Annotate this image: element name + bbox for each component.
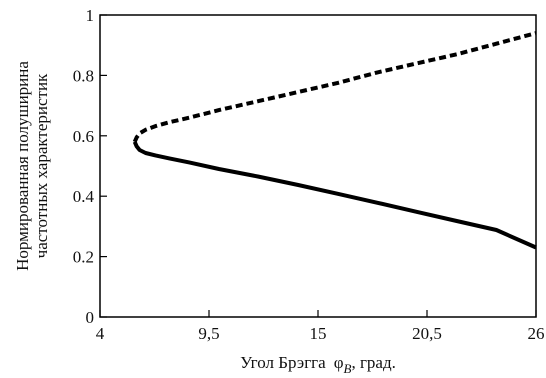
y-tick-label: 0.4 bbox=[73, 187, 95, 206]
y-axis-label-line2: частотных характеристик bbox=[32, 73, 51, 258]
x-axis-label-unit: , град. bbox=[351, 353, 395, 372]
y-axis-label: Нормированная полуширина частотных харак… bbox=[13, 61, 51, 271]
series-layer bbox=[132, 31, 537, 250]
y-tick-label: 0.6 bbox=[73, 127, 94, 146]
x-tick-label: 26 bbox=[528, 324, 545, 343]
x-axis-label: Угол Брэгга φB, град. bbox=[240, 353, 396, 376]
plot-frame bbox=[99, 14, 537, 318]
x-tick-label: 20,5 bbox=[412, 324, 442, 343]
x-axis-label-text: Угол Брэгга bbox=[240, 353, 326, 372]
y-tick-label: 1 bbox=[86, 6, 95, 25]
y-axis: 0 0.2 0.4 0.6 0.8 1 bbox=[73, 6, 107, 327]
x-axis-label-subscript: B bbox=[344, 361, 352, 376]
y-axis-label-line1: Нормированная полуширина bbox=[13, 61, 32, 271]
x-tick-label: 4 bbox=[96, 324, 105, 343]
series-line-dashed bbox=[132, 31, 537, 143]
series-line-solid bbox=[132, 141, 537, 250]
x-tick-label: 15 bbox=[310, 324, 327, 343]
y-tick-label: 0 bbox=[86, 308, 95, 327]
x-axis: 4 9,5 15 20,5 26 bbox=[96, 310, 545, 343]
y-tick-label: 0.8 bbox=[73, 66, 94, 85]
y-tick-label: 0.2 bbox=[73, 248, 94, 267]
x-axis-label-symbol: φ bbox=[334, 353, 344, 372]
x-tick-label: 9,5 bbox=[198, 324, 219, 343]
